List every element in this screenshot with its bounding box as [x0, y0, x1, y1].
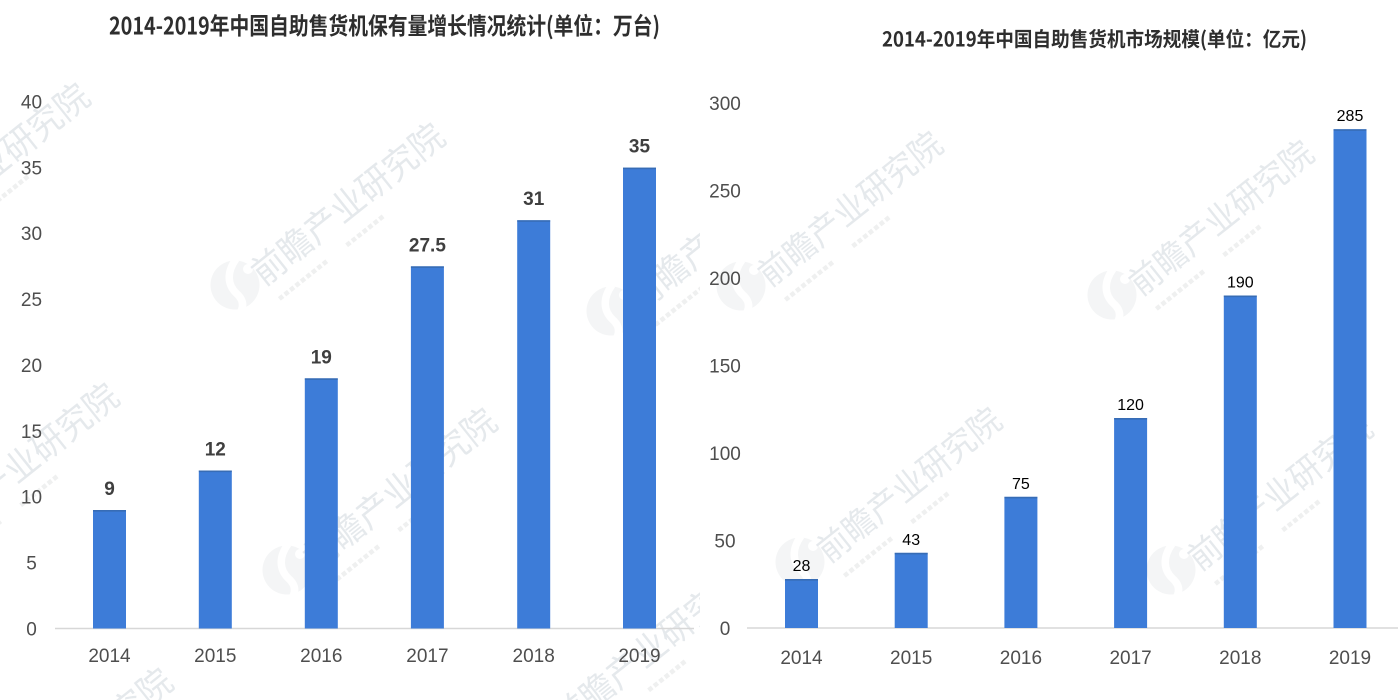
svg-text:2014: 2014 — [780, 648, 823, 669]
svg-text:35: 35 — [629, 137, 651, 158]
svg-text:2017: 2017 — [406, 646, 448, 667]
svg-text:2018: 2018 — [1219, 648, 1261, 669]
svg-text:2019: 2019 — [1329, 648, 1371, 669]
svg-text:20: 20 — [21, 356, 42, 377]
svg-text:0: 0 — [720, 619, 731, 640]
svg-text:5: 5 — [26, 553, 37, 574]
svg-text:2015: 2015 — [890, 648, 932, 669]
svg-text:285: 285 — [1337, 108, 1364, 125]
svg-text:2019: 2019 — [618, 646, 660, 667]
svg-text:100: 100 — [709, 444, 741, 465]
svg-text:19: 19 — [311, 347, 332, 368]
svg-text:300: 300 — [709, 94, 741, 115]
svg-text:2016: 2016 — [1000, 648, 1042, 669]
svg-text:12: 12 — [205, 440, 226, 461]
svg-text:28: 28 — [793, 558, 811, 575]
svg-text:2018: 2018 — [513, 646, 555, 667]
svg-text:2016: 2016 — [300, 646, 342, 667]
svg-text:43: 43 — [902, 532, 920, 549]
svg-text:35: 35 — [21, 158, 42, 179]
svg-text:120: 120 — [1117, 397, 1144, 414]
svg-text:40: 40 — [21, 93, 42, 114]
svg-text:9: 9 — [104, 479, 115, 500]
svg-text:2017: 2017 — [1109, 648, 1151, 669]
svg-text:200: 200 — [709, 269, 741, 290]
svg-text:10: 10 — [21, 488, 42, 509]
svg-text:190: 190 — [1227, 275, 1254, 292]
svg-text:15: 15 — [21, 422, 42, 443]
svg-text:2015: 2015 — [194, 646, 236, 667]
svg-text:31: 31 — [523, 189, 545, 210]
svg-text:25: 25 — [21, 290, 42, 311]
svg-text:27.5: 27.5 — [409, 235, 446, 256]
svg-text:150: 150 — [709, 356, 741, 377]
svg-text:2014: 2014 — [88, 646, 131, 667]
svg-text:250: 250 — [709, 181, 741, 202]
svg-text:30: 30 — [21, 224, 42, 245]
svg-text:0: 0 — [26, 619, 37, 640]
svg-text:75: 75 — [1012, 476, 1030, 493]
svg-text:50: 50 — [714, 531, 735, 552]
